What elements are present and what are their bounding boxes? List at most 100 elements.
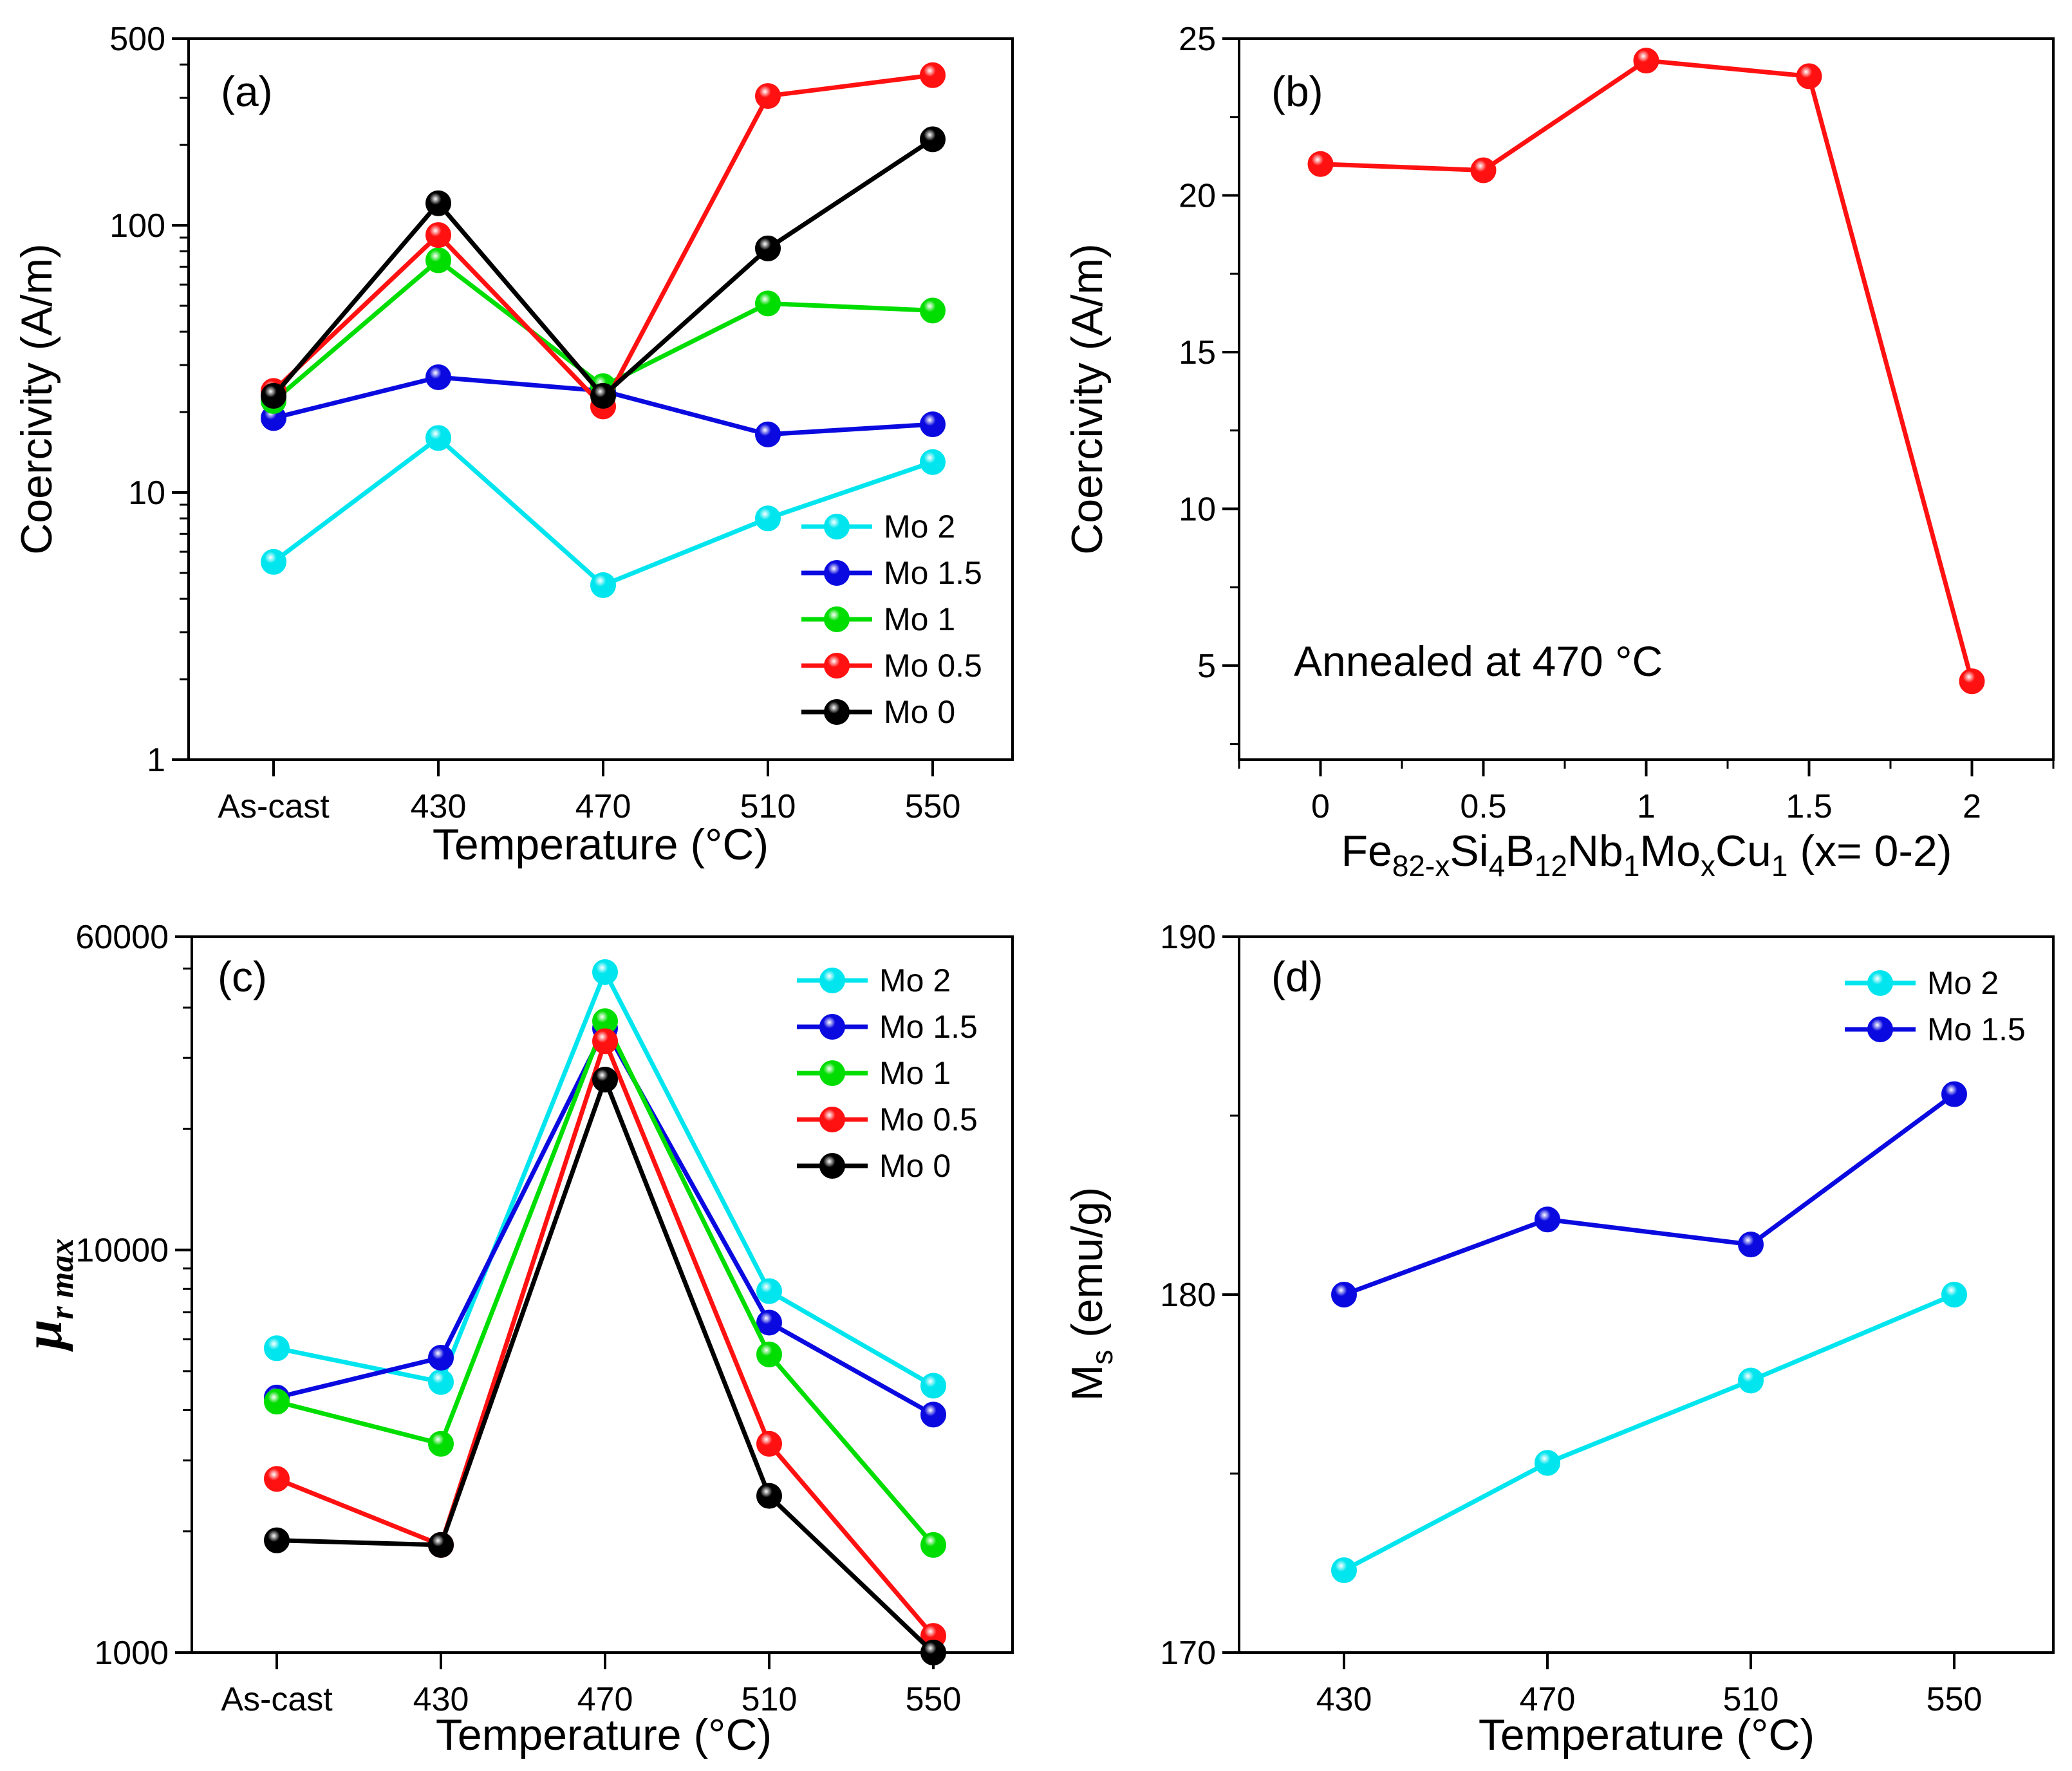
y-tick-label: 170 bbox=[1160, 1635, 1216, 1672]
panel-label-b: (b) bbox=[1271, 68, 1323, 115]
formula-part: Mo bbox=[1639, 827, 1700, 876]
data-point bbox=[920, 62, 946, 88]
data-point bbox=[425, 364, 451, 391]
data-point bbox=[755, 235, 781, 261]
legend-marker bbox=[824, 514, 850, 539]
legend-entry-mo-0: Mo 0 bbox=[797, 1148, 951, 1184]
formula-part: Nb bbox=[1567, 827, 1623, 876]
formula-part: B bbox=[1505, 827, 1534, 876]
data-point bbox=[1307, 151, 1334, 177]
ms-unit: (emu/g) bbox=[1063, 1187, 1112, 1350]
x-tick-label: 510 bbox=[740, 788, 796, 825]
y-tick-label: 10 bbox=[1179, 491, 1216, 528]
data-point bbox=[920, 1373, 946, 1399]
data-point bbox=[1535, 1206, 1560, 1233]
legend-label: Mo 1.5 bbox=[1927, 1011, 2026, 1047]
x-tick-label: 470 bbox=[575, 788, 631, 825]
data-point bbox=[590, 382, 616, 409]
x-tick-label: 550 bbox=[906, 1681, 962, 1718]
x-tick-label: 430 bbox=[411, 788, 467, 825]
x-tick-label: 550 bbox=[905, 788, 961, 825]
y-axis-title: Coercivity (A/m) bbox=[12, 243, 61, 555]
ms-main: M bbox=[1063, 1365, 1112, 1401]
data-point bbox=[264, 1466, 290, 1492]
data-point bbox=[261, 382, 286, 409]
x-tick-label: 510 bbox=[742, 1681, 798, 1718]
legend-label: Mo 1 bbox=[879, 1055, 951, 1091]
legend-entry-mo-0: Mo 0 bbox=[801, 694, 955, 730]
y-tick-label: 15 bbox=[1179, 334, 1216, 371]
x-axis-title: Temperature (°C) bbox=[1479, 1710, 1815, 1759]
legend-marker bbox=[819, 1014, 845, 1040]
legend-entry-mo-1-5: Mo 1.5 bbox=[797, 1009, 978, 1045]
data-point bbox=[755, 290, 781, 317]
data-point bbox=[592, 1066, 618, 1092]
legend-label: Mo 1.5 bbox=[884, 555, 982, 591]
mu-subscript: r max bbox=[44, 1239, 80, 1320]
x-tick-label: As-cast bbox=[221, 1681, 333, 1718]
data-point bbox=[425, 247, 451, 274]
legend-entry-mo-2: Mo 2 bbox=[797, 962, 951, 998]
data-point bbox=[756, 1278, 782, 1304]
legend-marker bbox=[819, 1107, 845, 1132]
legend-entry-mo-0-5: Mo 0.5 bbox=[797, 1101, 978, 1138]
data-point bbox=[920, 126, 946, 153]
data-point bbox=[1738, 1367, 1764, 1394]
data-point bbox=[1470, 157, 1497, 183]
data-point bbox=[1535, 1450, 1560, 1476]
x-axis-title: Temperature (°C) bbox=[433, 820, 769, 869]
x-tick-label: 0.5 bbox=[1460, 788, 1506, 825]
data-point bbox=[1941, 1081, 1967, 1107]
data-point bbox=[755, 421, 781, 447]
formula-subscript: 82-x bbox=[1392, 849, 1450, 883]
data-point bbox=[1331, 1557, 1357, 1584]
data-point bbox=[1796, 63, 1822, 89]
data-point bbox=[1941, 1282, 1967, 1307]
annotation: Annealed at 470 °C bbox=[1294, 637, 1663, 685]
data-point bbox=[920, 1532, 946, 1558]
formula-subscript: 1 bbox=[1771, 849, 1788, 883]
data-point bbox=[428, 1369, 454, 1395]
legend-marker bbox=[824, 560, 850, 586]
data-point bbox=[428, 1344, 454, 1371]
x-tick-label: 470 bbox=[577, 1681, 633, 1718]
y-tick-label: 1 bbox=[147, 742, 165, 779]
legend-label: Mo 0.5 bbox=[879, 1101, 978, 1138]
ms-subscript: s bbox=[1085, 1350, 1119, 1365]
legend-label: Mo 2 bbox=[884, 509, 955, 545]
panel-label-c: (c) bbox=[218, 953, 267, 1000]
data-point bbox=[1738, 1232, 1764, 1258]
y-tick-label: 20 bbox=[1179, 177, 1216, 214]
data-point bbox=[920, 1640, 946, 1665]
data-point bbox=[756, 1483, 782, 1509]
data-point bbox=[264, 1335, 290, 1362]
legend-entry-mo-1: Mo 1 bbox=[797, 1055, 951, 1091]
data-point bbox=[920, 1401, 946, 1428]
legend-label: Mo 1.5 bbox=[879, 1009, 978, 1045]
x-tick-label: 430 bbox=[1316, 1681, 1372, 1718]
y-tick-label: 10000 bbox=[75, 1232, 169, 1270]
y-tick-label: 25 bbox=[1179, 21, 1216, 58]
x-tick-label: 430 bbox=[413, 1681, 469, 1718]
y-tick-label: 60000 bbox=[75, 919, 169, 956]
panel-c: As-cast 430 470 510 550 1000 10000 60000 (c) Temp… bbox=[14, 919, 1014, 1759]
formula-part: Si bbox=[1450, 827, 1488, 876]
legend-marker bbox=[819, 1060, 845, 1086]
plot-frame bbox=[191, 935, 1014, 1654]
legend-label: Mo 2 bbox=[1927, 965, 1999, 1001]
data-point bbox=[756, 1430, 782, 1457]
legend-label: Mo 0.5 bbox=[884, 648, 982, 684]
legend-entry-mo-2: Mo 2 bbox=[1845, 965, 1999, 1001]
data-point bbox=[590, 572, 616, 598]
formula-part: (x= 0-2) bbox=[1787, 827, 1952, 876]
data-point bbox=[428, 1532, 454, 1558]
data-point bbox=[425, 222, 451, 248]
panel-label-d: (d) bbox=[1271, 953, 1323, 1000]
data-point bbox=[920, 297, 946, 324]
x-tick-label: 550 bbox=[1927, 1681, 1983, 1718]
x-tick-label: 510 bbox=[1723, 1681, 1779, 1718]
data-point bbox=[592, 1028, 618, 1054]
y-tick-label: 10 bbox=[128, 474, 165, 512]
